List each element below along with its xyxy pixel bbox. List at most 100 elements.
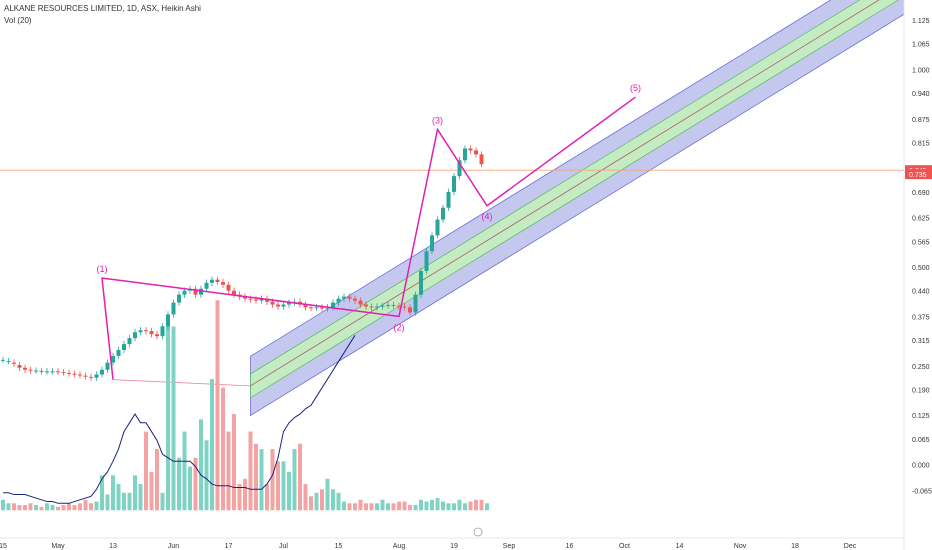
candle-body [100,369,104,375]
channel-inner-band [250,0,899,399]
candle-body [314,307,319,309]
candle-body [6,361,11,363]
candle-body [204,282,209,289]
volume-bar [452,503,456,511]
candle-body [160,326,165,337]
pitchfork-handle [112,379,251,387]
volume-bar [391,503,396,511]
candle-body [116,350,121,356]
volume-bar [193,457,198,511]
price-tag-label: 0.735 [909,172,927,179]
candle-body [375,306,379,308]
volume-bar [232,414,236,511]
volume-bar [347,503,352,511]
volume-bar [281,461,286,511]
pitchfork-channel [112,0,906,417]
volume-bar [331,489,335,511]
volume-bar [28,503,33,511]
volume-bar [94,501,99,511]
volume-bar [353,503,357,511]
candle-body [83,375,88,377]
candle-body [430,235,434,252]
candle-body [138,330,143,333]
volume-bar [34,505,38,511]
candle-body [50,371,55,373]
candle-body [210,279,214,283]
volume-bar [133,475,137,511]
volume-bar [155,449,159,511]
volume-bar [204,440,209,511]
candles [1,145,484,381]
candle-body [358,300,363,305]
wave-label-1: (1) [97,264,108,274]
volume-bar [430,499,434,511]
wave-label-5: (5) [630,83,641,93]
volume-bar [12,503,16,511]
candle-body [276,304,280,307]
volume-bar [122,492,126,511]
y-tick-label: 0.940 [912,91,930,98]
candle-body [34,370,38,372]
x-tick-label: 16 [566,543,574,550]
volume-bar [479,499,484,511]
wave-label-2: (2) [394,322,405,332]
volume-bar [83,499,88,511]
volume-bar [397,501,401,511]
volume-bar [446,503,451,511]
dividend-event-icon[interactable] [473,527,483,537]
candle-body [446,191,451,208]
volume-bar [226,431,231,511]
candle-body [17,365,22,368]
y-tick-label: 1.065 [912,42,930,49]
y-tick-label: 0.375 [912,314,930,321]
volume-bar [441,501,445,511]
volume-bar [50,505,55,511]
x-tick-label: 17 [225,543,233,550]
volume-bar [78,503,82,511]
chart-legend: ALKANE RESOURCES LIMITED, 1D, ASX, Heiki… [4,3,201,27]
volume-bar [105,494,110,511]
candle-body [309,307,313,309]
candle-body [402,306,407,308]
volume-bar [320,489,324,511]
volume-bar [100,475,104,511]
candle-body [193,288,198,295]
candle-body [265,298,269,302]
y-tick-label: 0.565 [912,239,930,246]
volume-bar [413,505,418,511]
candle-body [364,304,368,307]
volume-bar [45,503,49,511]
candle-body [474,150,478,155]
candle-body [39,370,44,372]
candle-body [1,359,5,361]
volume-bar [402,501,407,511]
candle-body [56,371,60,373]
x-tick-label: Dec [844,543,857,550]
volume-bar [215,300,220,511]
price-scale-background [904,0,932,550]
volume-bar [468,501,473,511]
volume-legend[interactable]: Vol (20) [4,16,32,25]
candle-body [259,298,264,301]
volume-bar [457,499,462,511]
candle-body [435,219,440,236]
candle-body [23,367,27,370]
channel-median-line [250,0,880,387]
volume-bar [127,492,132,511]
candle-body [182,290,187,295]
y-tick-label: 0.500 [912,265,930,272]
volume-bar [116,484,121,511]
x-tick-label: 13 [109,543,117,550]
candle-body [320,307,324,309]
candle-body [94,374,99,378]
volume-bar [254,443,258,511]
volume-bar [199,419,203,511]
candle-body [419,270,423,295]
volume-bar [419,499,423,511]
volume-bar [17,505,22,511]
y-tick-label: 0.250 [912,364,930,371]
symbol-legend[interactable]: ALKANE RESOURCES LIMITED, 1D, ASX, Heiki… [4,4,201,13]
candle-body [28,369,33,371]
time-axis[interactable]: 15 May 13 Jun 17 Jul 15 Aug 19 Sep 16 Oct 14 Nov 18 Dec [0,543,857,550]
